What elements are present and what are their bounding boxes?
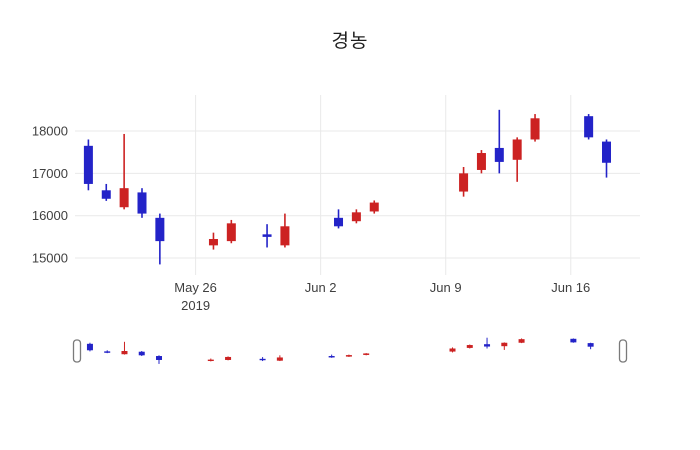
candle-body <box>156 356 163 360</box>
candle-body <box>138 351 145 356</box>
x-tick-label: Jun 2 <box>305 280 337 295</box>
range-slider-handle-left[interactable] <box>72 339 82 363</box>
candle-body <box>119 188 129 208</box>
candle-body <box>259 358 266 361</box>
candle-body <box>484 344 491 347</box>
candle-body <box>476 153 486 170</box>
y-axis-tick-labels: 15000 16000 17000 18000 <box>32 124 68 266</box>
range-slider-handle-right[interactable] <box>618 339 628 363</box>
candle-body <box>101 190 111 199</box>
range-slider <box>72 337 628 364</box>
candle-body <box>351 212 361 222</box>
candle-body <box>121 351 128 355</box>
candle-body <box>587 343 594 347</box>
x-tick-label: Jun 16 <box>551 280 590 295</box>
candle-body <box>328 356 335 358</box>
x-axis-tick-labels: May 26 2019 Jun 2 Jun 9 Jun 16 <box>174 280 590 313</box>
candle-body <box>501 342 508 347</box>
x-tick-label: 2019 <box>181 298 210 313</box>
candle-body <box>225 356 232 360</box>
candle-body <box>334 217 344 227</box>
candle-body <box>459 173 469 192</box>
candle-body <box>104 351 111 353</box>
candle-body <box>494 147 504 162</box>
candle-body <box>208 239 218 246</box>
candle-body <box>584 116 594 138</box>
candle-body <box>155 217 165 242</box>
candle-body <box>83 145 93 184</box>
candle-body <box>363 353 370 355</box>
y-tick-label: 15000 <box>32 251 68 266</box>
candle-body <box>530 118 540 140</box>
candle-body <box>449 348 456 352</box>
candle-series <box>83 109 612 265</box>
candle-body <box>137 192 147 214</box>
candle-body <box>466 345 473 348</box>
candle-body <box>570 338 577 343</box>
y-tick-label: 17000 <box>32 166 68 181</box>
candle-body <box>345 355 352 357</box>
y-tick-label: 18000 <box>32 124 68 139</box>
candle-body <box>602 141 612 163</box>
candle-body <box>518 339 525 343</box>
candle-body <box>262 234 272 237</box>
candle-body <box>226 223 236 242</box>
chart-title: 경농 <box>331 31 369 52</box>
candle-body <box>512 139 522 160</box>
y-tick-label: 16000 <box>32 208 68 223</box>
candle-body <box>280 226 290 246</box>
x-tick-label: May 26 <box>174 280 217 295</box>
candle-body <box>369 202 379 212</box>
x-tick-label: Jun 9 <box>430 280 462 295</box>
candle-body <box>207 359 214 362</box>
candle-body <box>276 357 283 361</box>
candle-body <box>86 343 93 351</box>
